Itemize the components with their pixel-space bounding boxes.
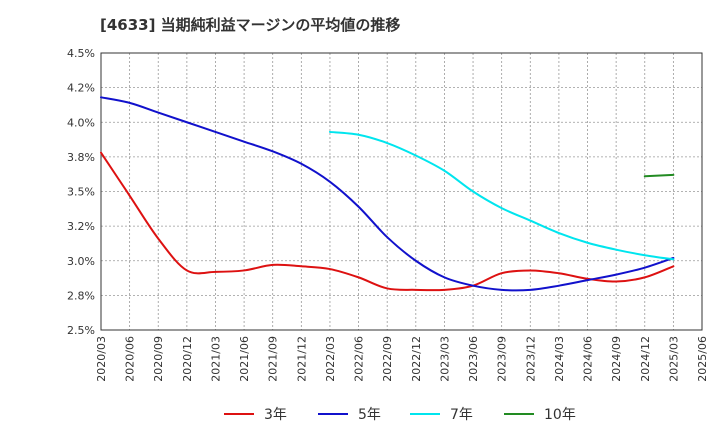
x-tick-label: 2024/03 [553,336,566,382]
series-line-4 [643,173,675,178]
x-tick-label: 2025/06 [696,336,709,382]
y-tick-label: 3.0% [67,255,95,268]
x-tick-label: 2020/06 [124,336,137,382]
y-tick-label: 3.2% [67,220,95,233]
x-tick-label: 2020/12 [181,336,194,382]
x-tick-label: 2023/12 [524,336,537,382]
series-line-3 [328,130,675,261]
x-tick-label: 2025/03 [667,336,680,382]
y-tick-label: 2.8% [67,289,95,302]
x-tick-label: 2020/09 [152,336,165,382]
x-tick-label: 2022/09 [381,336,394,382]
x-tick-label: 2022/12 [410,336,423,382]
chart-title: [4633] 当期純利益マージンの平均値の推移 [100,16,401,34]
x-tick-label: 2021/09 [267,336,280,382]
x-tick-label: 2023/03 [438,336,451,382]
series-line-2 [100,96,675,292]
x-tick-label: 2020/03 [95,336,108,382]
x-tick-label: 2024/12 [639,336,652,382]
legend-label-4: 10年 [544,407,576,423]
y-tick-label: 2.5% [67,324,95,337]
y-tick-label: 4.2% [67,82,95,95]
y-tick-label: 4.5% [67,47,95,60]
series-line-1 [100,151,675,292]
x-tick-label: 2023/06 [467,336,480,382]
x-tick-label: 2023/09 [496,336,509,382]
legend-label-1: 3年 [264,407,287,423]
x-tick-label: 2022/03 [324,336,337,382]
legend-label-2: 5年 [358,407,381,423]
y-tick-label: 3.8% [67,151,95,164]
plot-frame [100,52,703,331]
x-tick-label: 2024/06 [582,336,595,382]
legend-label-3: 7年 [450,407,473,423]
y-tick-label: 3.5% [67,186,95,199]
x-tick-label: 2021/03 [209,336,222,382]
x-tick-label: 2021/12 [295,336,308,382]
y-tick-label: 4.0% [67,116,95,129]
x-tick-label: 2022/06 [353,336,366,382]
x-tick-label: 2021/06 [238,336,251,382]
x-tick-label: 2024/09 [610,336,623,382]
